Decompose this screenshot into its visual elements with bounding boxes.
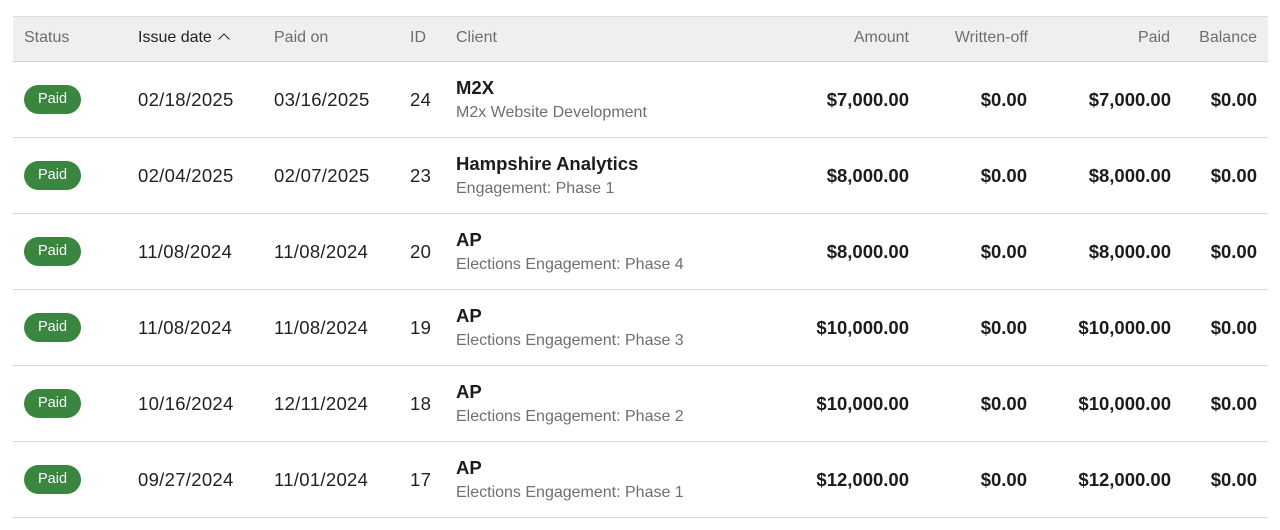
balance: $0.00 <box>1210 241 1257 262</box>
balance: $0.00 <box>1210 165 1257 186</box>
invoice-id: 20 <box>410 241 432 262</box>
paid-on-date: 03/16/2025 <box>274 89 370 110</box>
paid-on-date: 11/01/2024 <box>274 469 369 490</box>
balance: $0.00 <box>1210 469 1257 490</box>
written-off: $0.00 <box>980 165 1027 186</box>
amount: $10,000.00 <box>816 393 909 414</box>
amount: $8,000.00 <box>826 165 909 186</box>
status-badge: Paid <box>24 237 81 266</box>
invoice-description: M2x Website Development <box>456 104 647 121</box>
invoice-id: 24 <box>410 89 432 110</box>
paid-amount: $8,000.00 <box>1088 241 1171 262</box>
paid-on-date: 02/07/2025 <box>274 165 370 186</box>
column-header-amount[interactable]: Amount <box>853 29 909 46</box>
table-row[interactable]: Paid 02/18/2025 03/16/2025 24 M2X M2x We… <box>13 62 1268 138</box>
invoice-description: Elections Engagement: Phase 4 <box>456 256 684 273</box>
amount: $8,000.00 <box>826 241 909 262</box>
client-name: AP <box>456 381 482 402</box>
column-header-balance[interactable]: Balance <box>1199 29 1257 46</box>
column-header-status[interactable]: Status <box>24 29 70 46</box>
column-header-issue-date[interactable]: Issue date <box>138 29 230 47</box>
invoice-description: Elections Engagement: Phase 2 <box>456 408 684 425</box>
table-header: Status Issue date Paid on ID Client Amou… <box>13 16 1268 62</box>
issue-date: 10/16/2024 <box>138 393 234 414</box>
paid-amount: $10,000.00 <box>1078 393 1171 414</box>
written-off: $0.00 <box>980 393 1027 414</box>
written-off: $0.00 <box>980 469 1027 490</box>
chevron-up-icon <box>218 33 230 45</box>
client-name: AP <box>456 229 482 250</box>
table-row[interactable]: Paid 10/16/2024 12/11/2024 18 AP Electio… <box>13 366 1268 442</box>
client-name: M2X <box>456 77 495 98</box>
column-header-written-off[interactable]: Written-off <box>954 29 1028 46</box>
invoice-description: Elections Engagement: Phase 1 <box>456 484 684 501</box>
issue-date: 02/04/2025 <box>138 165 234 186</box>
issue-date: 11/08/2024 <box>138 241 233 262</box>
paid-amount: $7,000.00 <box>1088 89 1171 110</box>
invoice-id: 17 <box>410 469 432 490</box>
client-name: AP <box>456 457 482 478</box>
paid-amount: $12,000.00 <box>1078 469 1171 490</box>
paid-on-date: 11/08/2024 <box>274 241 369 262</box>
column-header-paid-on[interactable]: Paid on <box>274 29 329 46</box>
table-row[interactable]: Paid 09/27/2024 11/01/2024 17 AP Electio… <box>13 442 1268 518</box>
paid-amount: $8,000.00 <box>1088 165 1171 186</box>
status-badge: Paid <box>24 85 81 114</box>
paid-on-date: 12/11/2024 <box>274 393 369 414</box>
status-badge: Paid <box>24 161 81 190</box>
table-row[interactable]: Paid 11/08/2024 11/08/2024 19 AP Electio… <box>13 290 1268 366</box>
table-row[interactable]: Paid 11/08/2024 11/08/2024 20 AP Electio… <box>13 214 1268 290</box>
client-name: Hampshire Analytics <box>456 153 639 174</box>
status-badge: Paid <box>24 465 81 494</box>
invoice-id: 18 <box>410 393 432 414</box>
invoice-id: 19 <box>410 317 432 338</box>
written-off: $0.00 <box>980 241 1027 262</box>
column-header-paid[interactable]: Paid <box>1137 29 1170 46</box>
amount: $7,000.00 <box>826 89 909 110</box>
balance: $0.00 <box>1210 393 1257 414</box>
table-row[interactable]: Paid 02/04/2025 02/07/2025 23 Hampshire … <box>13 138 1268 214</box>
issue-date: 09/27/2024 <box>138 469 234 490</box>
amount: $10,000.00 <box>816 317 909 338</box>
column-header-client[interactable]: Client <box>456 29 497 46</box>
issue-date: 02/18/2025 <box>138 89 234 110</box>
status-badge: Paid <box>24 389 81 418</box>
written-off: $0.00 <box>980 317 1027 338</box>
amount: $12,000.00 <box>816 469 909 490</box>
invoice-id: 23 <box>410 165 432 186</box>
balance: $0.00 <box>1210 89 1257 110</box>
issue-date: 11/08/2024 <box>138 317 233 338</box>
client-name: AP <box>456 305 482 326</box>
invoice-description: Engagement: Phase 1 <box>456 180 615 197</box>
paid-amount: $10,000.00 <box>1078 317 1171 338</box>
paid-on-date: 11/08/2024 <box>274 317 369 338</box>
written-off: $0.00 <box>980 89 1027 110</box>
invoice-description: Elections Engagement: Phase 3 <box>456 332 684 349</box>
column-header-id[interactable]: ID <box>410 29 426 46</box>
balance: $0.00 <box>1210 317 1257 338</box>
invoices-table: Status Issue date Paid on ID Client Amou… <box>13 16 1268 518</box>
status-badge: Paid <box>24 313 81 342</box>
